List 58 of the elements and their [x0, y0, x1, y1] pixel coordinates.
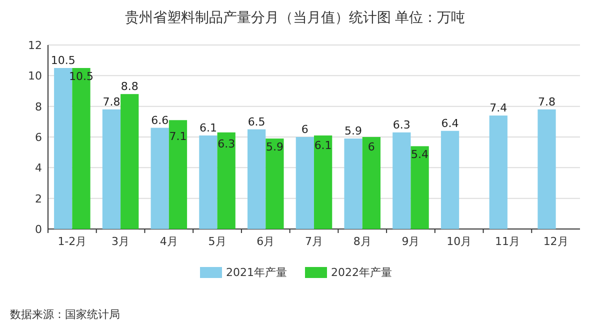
bar	[538, 109, 556, 229]
bar	[120, 94, 139, 229]
x-tick-label: 3月	[112, 235, 130, 248]
data-label: 7.8	[538, 95, 556, 108]
x-tick-label: 8月	[353, 235, 372, 248]
data-label: 6	[368, 140, 375, 154]
bar	[344, 138, 362, 229]
y-tick-label: 8	[35, 100, 42, 114]
data-label: 7.8	[102, 95, 120, 108]
bar	[296, 137, 314, 229]
x-tick-label: 1-2月	[58, 235, 87, 248]
bar	[72, 68, 90, 229]
bar	[266, 138, 284, 229]
y-tick-label: 6	[35, 131, 42, 144]
data-label: 5.9	[344, 124, 362, 138]
data-label: 5.9	[266, 140, 284, 154]
bar	[314, 135, 332, 229]
data-label: 5.4	[411, 148, 429, 162]
bar	[410, 146, 429, 229]
bar	[168, 120, 188, 229]
bar	[217, 132, 236, 229]
x-tick-label: 9月	[402, 235, 420, 248]
bar	[489, 116, 508, 229]
y-tick-label: 10	[28, 70, 42, 83]
bar	[102, 109, 121, 229]
bar	[199, 135, 218, 229]
data-label: 6.1	[314, 139, 332, 152]
x-tick-label: 12月	[543, 235, 568, 248]
x-tick-label: 4月	[160, 235, 178, 248]
data-label: 6.3	[218, 137, 236, 150]
data-label: 8.8	[120, 80, 138, 94]
y-tick-label: 12	[28, 39, 42, 52]
bar	[392, 132, 411, 229]
source-note: 数据来源：国家统计局	[10, 308, 120, 321]
legend-label: 2022年产量	[331, 266, 392, 279]
data-label: 7.4	[490, 102, 508, 115]
x-tick-label: 10月	[446, 235, 472, 248]
data-label: 7.1	[169, 130, 187, 143]
x-tick-label: 6月	[256, 235, 275, 248]
x-tick-label: 5月	[208, 235, 226, 248]
x-tick-label: 7月	[305, 235, 323, 248]
data-label: 6.3	[392, 118, 410, 132]
data-label: 6	[301, 123, 308, 136]
bar	[362, 137, 380, 229]
bar	[248, 129, 266, 229]
legend-label: 2021年产量	[226, 266, 287, 279]
x-tick-label: 11月	[494, 235, 520, 248]
data-label: 6.1	[199, 121, 217, 134]
bar	[440, 130, 460, 229]
data-label: 6.4	[441, 116, 459, 130]
bar	[150, 128, 169, 229]
y-tick-label: 4	[35, 162, 42, 175]
data-label: 6.6	[151, 114, 169, 127]
y-tick-label: 2	[35, 192, 42, 206]
y-tick-label: 0	[35, 223, 42, 236]
chart-title: 贵州省塑料制品产量分月（当月值）统计图 单位：万吨	[124, 10, 466, 26]
data-label: 6.5	[248, 115, 266, 128]
data-label: 10.5	[50, 54, 76, 67]
